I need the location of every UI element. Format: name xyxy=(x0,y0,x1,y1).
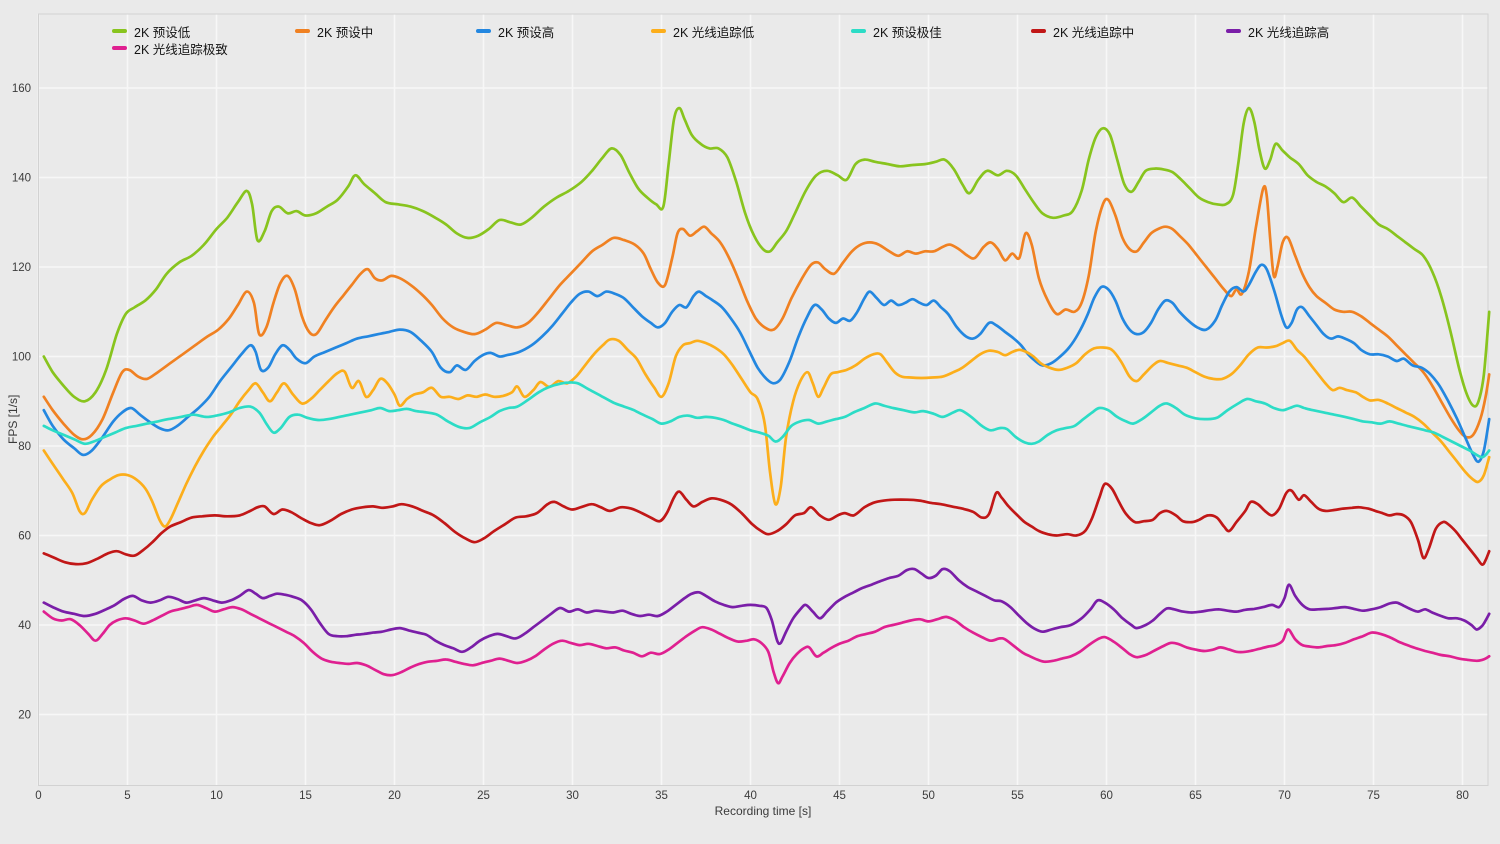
svg-text:5: 5 xyxy=(124,790,130,802)
svg-text:75: 75 xyxy=(1367,790,1380,802)
plot-border xyxy=(38,13,1489,786)
svg-text:15: 15 xyxy=(299,790,312,802)
series-line-6 xyxy=(42,567,1491,654)
svg-text:70: 70 xyxy=(1278,790,1291,802)
svg-text:100: 100 xyxy=(12,352,31,364)
svg-text:40: 40 xyxy=(744,790,757,802)
svg-text:160: 160 xyxy=(12,83,31,95)
series-line-4 xyxy=(42,381,1491,459)
series-line-7 xyxy=(42,603,1491,685)
svg-text:35: 35 xyxy=(655,790,668,802)
gridlines xyxy=(37,14,1488,786)
svg-text:80: 80 xyxy=(1456,790,1469,802)
svg-text:45: 45 xyxy=(833,790,846,802)
series-line-3 xyxy=(42,337,1491,528)
svg-text:60: 60 xyxy=(1100,790,1113,802)
svg-text:25: 25 xyxy=(477,790,490,802)
svg-text:60: 60 xyxy=(18,531,31,543)
svg-text:20: 20 xyxy=(388,790,401,802)
series-line-1 xyxy=(42,184,1491,441)
series-line-2 xyxy=(42,263,1491,464)
svg-text:40: 40 xyxy=(18,620,31,632)
tick-labels: 20 40 60 80 100 120 140 160 0 5 10 15 20 25 30 35 40 45 50… xyxy=(12,83,1469,802)
svg-text:80: 80 xyxy=(18,441,31,453)
series-line-5 xyxy=(42,482,1491,566)
y-axis-title: FPS [1/s] xyxy=(6,394,20,444)
x-axis-title: Recording time [s] xyxy=(714,804,812,818)
svg-text:120: 120 xyxy=(12,262,31,274)
svg-text:20: 20 xyxy=(18,710,31,722)
svg-text:0: 0 xyxy=(35,790,41,802)
svg-text:10: 10 xyxy=(210,790,223,802)
series-line-0 xyxy=(42,106,1491,408)
svg-text:30: 30 xyxy=(566,790,579,802)
svg-text:50: 50 xyxy=(922,790,935,802)
svg-text:65: 65 xyxy=(1189,790,1202,802)
svg-text:55: 55 xyxy=(1011,790,1024,802)
svg-text:140: 140 xyxy=(12,173,31,185)
